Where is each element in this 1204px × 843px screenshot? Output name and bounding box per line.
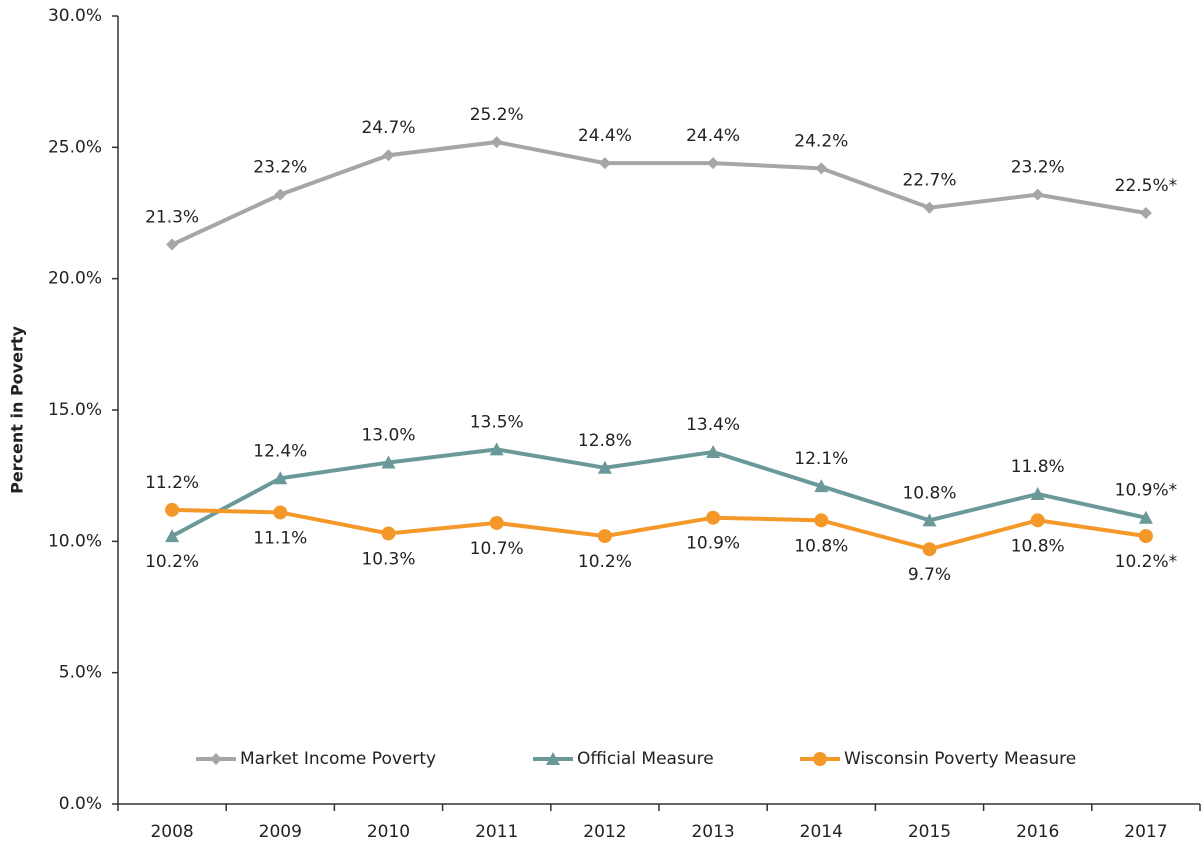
- y-tick-label: 15.0%: [48, 400, 102, 420]
- data-label: 25.2%: [470, 105, 524, 125]
- data-label: 11.2%: [145, 473, 199, 493]
- data-point: [923, 201, 936, 214]
- legend-marker: [813, 752, 827, 766]
- data-label: 23.2%: [1011, 158, 1065, 178]
- series-line: [171, 447, 1147, 538]
- data-label: 21.3%: [145, 208, 199, 228]
- x-tick-label: 2015: [908, 822, 951, 842]
- data-point: [1031, 188, 1044, 201]
- data-point: [273, 505, 288, 520]
- legend-marker: [546, 752, 560, 765]
- x-tick-label: 2013: [691, 822, 734, 842]
- data-point: [165, 529, 180, 543]
- data-point: [922, 513, 937, 527]
- data-point: [814, 513, 829, 528]
- y-tick-label: 30.0%: [48, 6, 102, 26]
- data-label: 22.5%*: [1115, 176, 1178, 196]
- series-line: [171, 140, 1147, 247]
- data-point: [597, 529, 612, 544]
- data-point: [1030, 513, 1045, 528]
- data-label: 13.5%: [470, 412, 524, 432]
- x-tick-label: 2016: [1016, 822, 1059, 842]
- data-label: 10.9%*: [1115, 481, 1178, 501]
- data-label: 24.7%: [361, 118, 415, 138]
- data-label: 24.4%: [686, 126, 740, 146]
- data-label: 10.8%: [794, 536, 848, 556]
- legend-marker: [210, 753, 222, 765]
- data-point: [489, 515, 504, 530]
- data-label: 12.8%: [578, 431, 632, 451]
- y-axis-title: Percent in Poverty: [8, 326, 27, 494]
- data-label: 11.1%: [253, 528, 307, 548]
- x-tick-label: 2009: [259, 822, 302, 842]
- data-label: 11.8%: [1011, 457, 1065, 477]
- data-point: [381, 455, 396, 469]
- data-point: [707, 157, 720, 170]
- x-tick-label: 2008: [150, 822, 193, 842]
- data-point: [274, 188, 287, 201]
- data-label: 10.2%: [145, 552, 199, 572]
- data-point: [1030, 487, 1045, 501]
- data-label: 9.7%: [908, 565, 951, 585]
- data-point: [165, 502, 180, 517]
- data-point: [382, 149, 395, 162]
- data-label: 22.7%: [902, 171, 956, 191]
- data-label: 10.3%: [361, 549, 415, 569]
- data-label: 24.4%: [578, 126, 632, 146]
- data-point: [381, 526, 396, 541]
- data-label: 10.7%: [470, 539, 524, 559]
- series-line: [172, 507, 1147, 552]
- data-point: [814, 479, 829, 493]
- data-label: 13.0%: [361, 426, 415, 446]
- data-point: [922, 542, 937, 557]
- legend-label: Market Income Poverty: [240, 749, 436, 769]
- data-label: 10.9%: [686, 534, 740, 554]
- legend-label: Official Measure: [577, 749, 714, 769]
- y-tick-label: 25.0%: [48, 137, 102, 157]
- data-point: [489, 442, 504, 456]
- data-point: [1138, 510, 1153, 524]
- data-point: [706, 445, 721, 459]
- x-tick-label: 2017: [1124, 822, 1167, 842]
- data-point: [597, 460, 612, 474]
- data-point: [166, 238, 179, 251]
- data-point: [706, 510, 721, 525]
- data-label: 24.2%: [794, 131, 848, 151]
- data-label: 10.8%: [902, 483, 956, 503]
- x-tick-label: 2014: [800, 822, 843, 842]
- data-point: [1139, 207, 1152, 219]
- y-tick-label: 5.0%: [59, 663, 102, 683]
- data-label: 10.2%: [578, 552, 632, 572]
- y-tick-label: 10.0%: [48, 531, 102, 551]
- data-point: [815, 162, 828, 175]
- data-label: 23.2%: [253, 158, 307, 178]
- y-tick-label: 20.0%: [48, 269, 102, 289]
- data-label: 12.1%: [794, 449, 848, 469]
- data-label: 10.2%*: [1115, 552, 1178, 572]
- legend-label: Wisconsin Poverty Measure: [844, 749, 1076, 769]
- data-label: 13.4%: [686, 415, 740, 435]
- y-tick-label: 0.0%: [59, 794, 102, 814]
- data-point: [598, 157, 611, 170]
- x-tick-label: 2011: [475, 822, 518, 842]
- data-point: [490, 136, 503, 149]
- data-label: 12.4%: [253, 441, 307, 461]
- data-label: 10.8%: [1011, 536, 1065, 556]
- data-point: [1138, 529, 1153, 544]
- data-point: [273, 471, 288, 485]
- x-tick-label: 2010: [367, 822, 410, 842]
- x-tick-label: 2012: [583, 822, 626, 842]
